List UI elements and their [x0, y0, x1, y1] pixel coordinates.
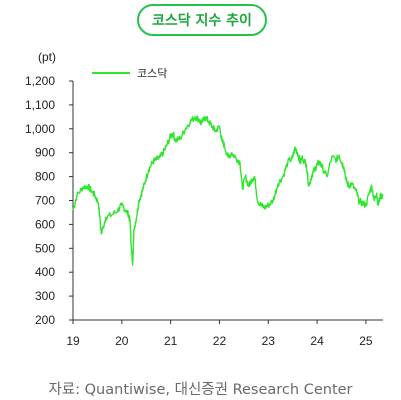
x-tick-label: 21: [164, 334, 178, 348]
chart-title-badge: 코스닥 지수 추이: [137, 4, 267, 36]
legend: 코스닥: [92, 67, 167, 80]
legend-label: 코스닥: [137, 67, 167, 80]
plot-area: [72, 115, 384, 266]
x-tick-label: 22: [213, 334, 227, 348]
source-note: 자료: Quantiwise, 대신증권 Research Center: [48, 382, 353, 398]
y-tick-label: 600: [35, 217, 55, 231]
y-tick-label: 1,200: [25, 74, 55, 88]
x-tick-label: 19: [66, 334, 80, 348]
y-tick-label: 300: [35, 289, 55, 303]
series-line-kosdaq: [72, 115, 384, 266]
x-tick-label: 23: [262, 334, 276, 348]
y-unit-label: (pt): [38, 50, 56, 64]
y-tick-label: 200: [35, 313, 55, 327]
x-tick-label: 20: [115, 334, 129, 348]
y-tick-label: 500: [35, 241, 55, 255]
chart-title: 코스닥 지수 추이: [152, 13, 252, 29]
y-tick-label: 1,100: [25, 98, 55, 112]
x-tick-label: 24: [310, 334, 324, 348]
y-tick-label: 400: [35, 265, 55, 279]
y-tick-label: 700: [35, 194, 55, 208]
y-tick-label: 900: [35, 146, 55, 160]
y-tick-label: 800: [35, 170, 55, 184]
x-axis: 19 20 21 22 23 24 25: [66, 319, 383, 348]
y-tick-label: 1,000: [25, 122, 55, 136]
y-axis: (pt) 1,200 1,100 1,000 900 800 700 600 500 400 300…: [25, 50, 74, 327]
x-tick-label: 25: [359, 334, 373, 348]
